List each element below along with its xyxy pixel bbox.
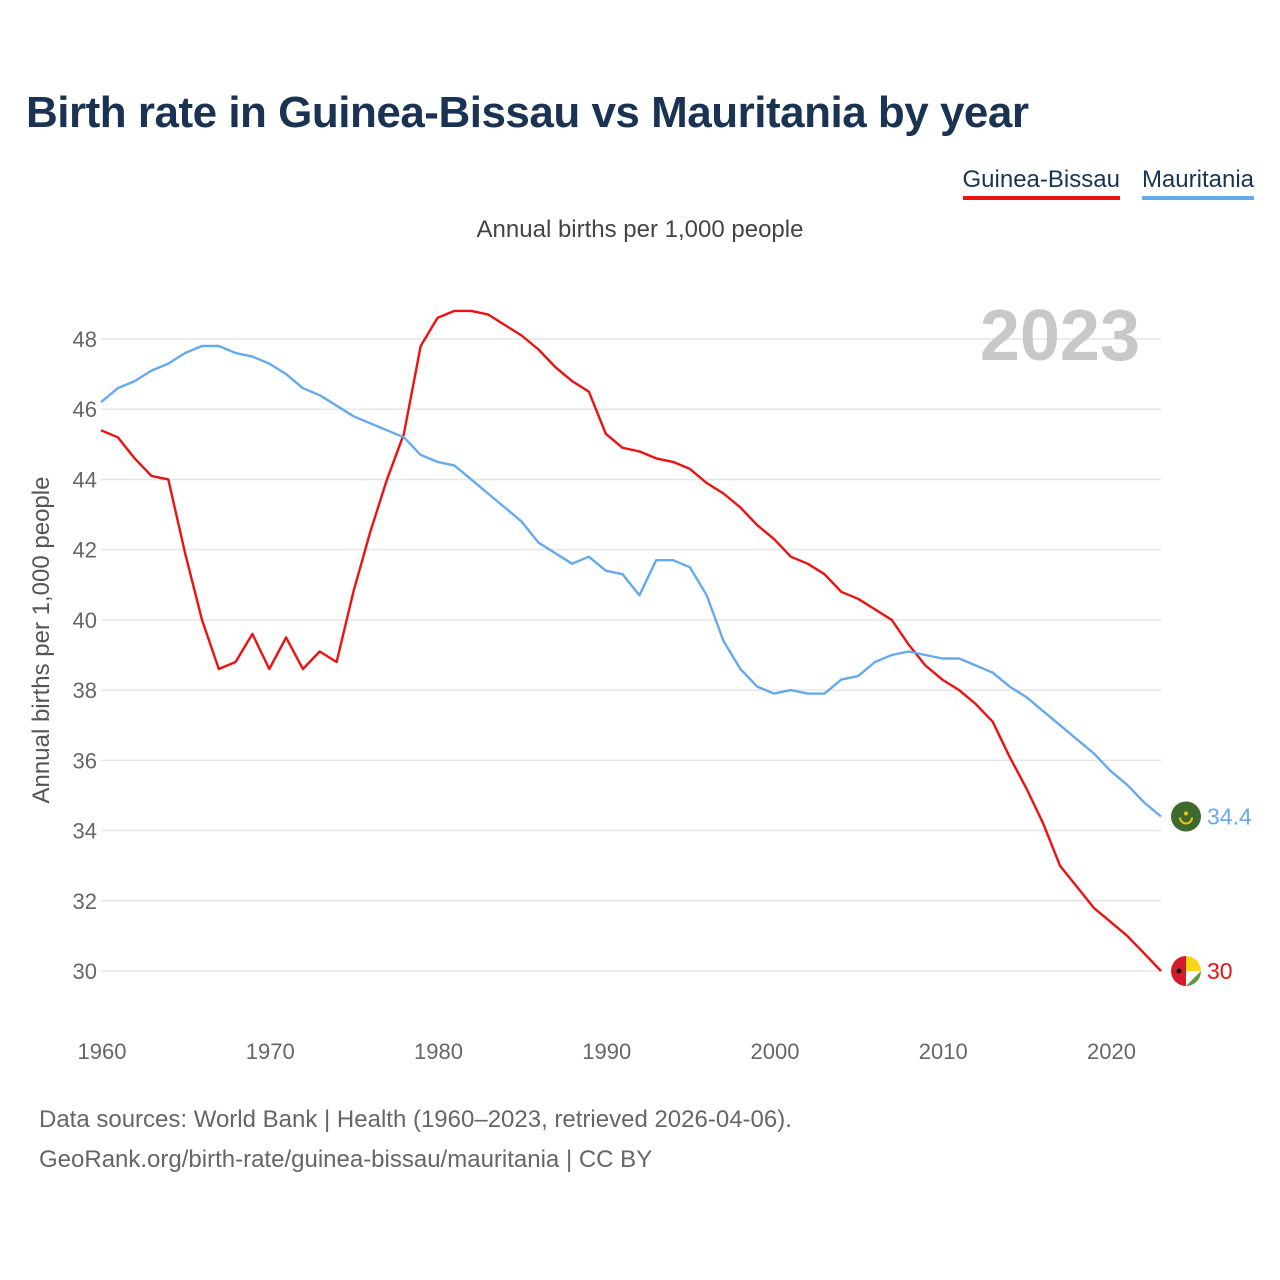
x-axis-ticks: 1960 1970 1980 1990 2000 2010 2020 xyxy=(78,1039,1136,1064)
x-tick-label: 1960 xyxy=(78,1039,127,1064)
chart-subtitle: Annual births per 1,000 people xyxy=(476,216,804,243)
y-tick-label: 38 xyxy=(73,678,97,703)
y-tick-label: 32 xyxy=(73,889,97,914)
end-value-label: 30 xyxy=(1207,958,1233,984)
series-line-mauritania xyxy=(100,344,1162,818)
year-watermark: 2023 xyxy=(980,296,1140,376)
x-tick-label: 1990 xyxy=(582,1039,631,1064)
y-axis-ticks: 30 32 34 36 38 40 42 44 46 48 xyxy=(73,327,97,984)
y-tick-label: 44 xyxy=(73,467,97,492)
flag-yellow-quarter xyxy=(1186,956,1201,971)
legend-item-mauritania[interactable]: Mauritania xyxy=(1141,166,1254,200)
guinea-bissau-flag-icon xyxy=(1171,956,1201,986)
y-tick-label: 46 xyxy=(73,397,97,422)
y-tick-label: 36 xyxy=(73,748,97,773)
crescent-shape xyxy=(1179,817,1193,825)
chart-title: Birth rate in Guinea-Bissau vs Mauritani… xyxy=(26,88,1029,137)
x-tick-label: 1980 xyxy=(414,1039,463,1064)
y-tick-label: 34 xyxy=(73,819,97,844)
x-tick-label: 2020 xyxy=(1087,1039,1136,1064)
footer-source: Data sources: World Bank | Health (1960–… xyxy=(39,1106,792,1133)
legend: Guinea-Bissau Mauritania xyxy=(962,166,1254,200)
series-line-guinea-bissau xyxy=(100,309,1162,972)
star-shape xyxy=(1176,968,1182,974)
x-tick-label: 2000 xyxy=(751,1039,800,1064)
mauritania-flag-icon xyxy=(1171,801,1201,832)
end-value-label: 34.4 xyxy=(1207,804,1252,830)
series-lines xyxy=(100,309,1162,972)
x-tick-label: 1970 xyxy=(246,1039,295,1064)
star-shape xyxy=(1184,811,1188,816)
y-tick-label: 42 xyxy=(73,538,97,563)
series-end-markers: 30 34.4 xyxy=(1171,801,1252,986)
y-tick-label: 30 xyxy=(73,959,97,984)
flag-background xyxy=(1171,801,1201,832)
y-tick-label: 48 xyxy=(73,327,97,352)
grid-lines xyxy=(101,338,1161,972)
y-tick-label: 40 xyxy=(73,608,97,633)
x-tick-label: 2010 xyxy=(919,1039,968,1064)
footer-url: GeoRank.org/birth-rate/guinea-bissau/mau… xyxy=(39,1146,653,1173)
flag-green-quarter xyxy=(1186,971,1201,986)
legend-item-guinea-bissau[interactable]: Guinea-Bissau xyxy=(962,166,1120,200)
